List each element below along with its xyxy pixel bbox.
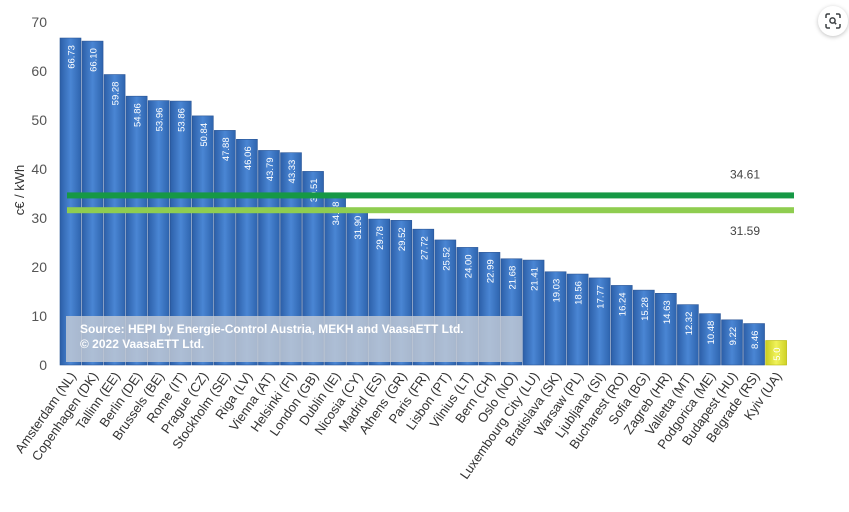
bar-value-label: 50.84 (199, 123, 210, 147)
bar (765, 340, 787, 366)
y-tick-label: 10 (31, 308, 47, 324)
bar (544, 271, 567, 366)
bar-value-label: 59.28 (111, 82, 122, 106)
source-note: Source: HEPI by Energie-Control Austria,… (66, 316, 522, 362)
y-tick-label: 50 (31, 112, 47, 128)
bar (566, 273, 589, 366)
bar-value-label: 17.77 (596, 285, 607, 309)
bar-value-label: 14.63 (662, 300, 673, 324)
bar-value-label: 16.24 (618, 292, 629, 316)
bar-value-label: 47.88 (221, 137, 232, 161)
reference-line (67, 207, 794, 214)
bar-value-label: 10.48 (706, 321, 717, 345)
bar-value-label: 9.22 (728, 327, 739, 346)
bar-value-label: 24.00 (463, 254, 474, 278)
bar-value-label: 31.90 (353, 216, 364, 240)
bar-value-label: 27.72 (419, 236, 430, 260)
y-axis-title: c€ / kWh (12, 165, 27, 216)
bar (169, 100, 192, 366)
y-tick-label: 60 (31, 63, 47, 79)
source-line-2: © 2022 VaasaETT Ltd. (80, 337, 205, 351)
bar-value-label: 8.46 (750, 331, 761, 350)
bar-value-label: 12.32 (684, 312, 695, 336)
y-tick-label: 70 (31, 14, 47, 30)
bar-value-label: 53.96 (155, 108, 166, 132)
visual-search-icon (825, 13, 841, 29)
reference-line-label: 34.61 (730, 167, 760, 181)
bar-value-label: 54.86 (133, 103, 144, 127)
bar-value-label: 66.10 (89, 48, 100, 72)
y-tick-label: 0 (39, 357, 47, 373)
bar-value-label: 39.51 (309, 178, 320, 202)
bar-value-label: 53.86 (177, 108, 188, 132)
reference-line (67, 192, 794, 199)
bar-value-label: 66.73 (67, 45, 78, 69)
y-tick-label: 40 (31, 161, 47, 177)
bar-value-label: 21.41 (530, 267, 541, 291)
y-tick-label: 30 (31, 210, 47, 226)
bar (280, 152, 302, 366)
bar (699, 313, 721, 366)
bar-value-label: 29.52 (397, 227, 408, 251)
bar-value-label: 46.06 (243, 146, 254, 170)
bar (192, 115, 214, 366)
bar-value-label: 5.0 (772, 348, 783, 361)
bar (258, 150, 280, 366)
bar (588, 277, 611, 366)
bar (721, 319, 743, 366)
bar (81, 40, 104, 366)
bar (610, 285, 633, 366)
bar-value-label: 25.52 (441, 247, 452, 271)
bar-value-label: 29.78 (375, 226, 386, 250)
bar (214, 130, 236, 366)
bar (677, 304, 699, 366)
bar (632, 289, 655, 366)
y-tick-label: 20 (31, 259, 47, 275)
bar (103, 74, 126, 366)
bar (655, 293, 677, 366)
bar-value-label: 43.79 (265, 157, 276, 181)
bar-value-label: 21.68 (508, 266, 519, 290)
bar-value-label: 22.99 (485, 259, 496, 283)
bar-value-label: 15.28 (640, 297, 651, 321)
bar-value-label: 34.78 (331, 202, 342, 226)
visual-search-button[interactable] (818, 6, 848, 36)
bar (147, 100, 170, 366)
source-line-1: Source: HEPI by Energie-Control Austria,… (80, 322, 464, 336)
bar (743, 323, 765, 366)
bar (522, 259, 545, 366)
reference-line-label: 31.59 (730, 224, 760, 238)
bar-value-label: 18.56 (574, 281, 585, 305)
bar-value-label: 19.03 (552, 279, 563, 303)
bar (59, 37, 82, 366)
bar-value-label: 43.33 (287, 160, 298, 184)
bar (125, 95, 148, 366)
